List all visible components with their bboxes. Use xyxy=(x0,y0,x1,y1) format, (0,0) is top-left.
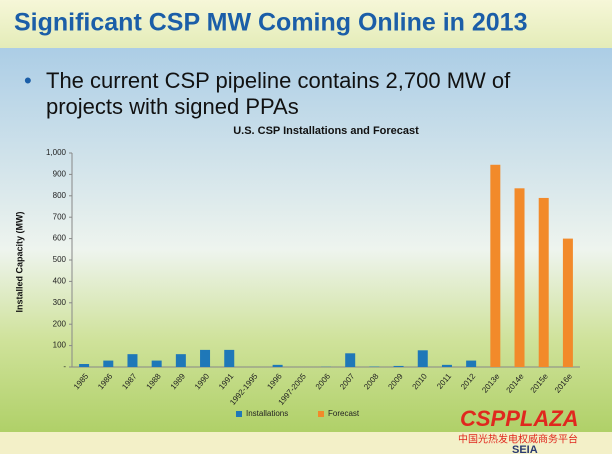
logo: SEIA xyxy=(512,444,538,454)
y-tick-label: 700 xyxy=(53,212,67,221)
bar xyxy=(103,360,114,367)
legend-label: Installations xyxy=(246,409,288,418)
legend-label: Forecast xyxy=(328,409,360,418)
bar xyxy=(224,349,235,367)
y-tick-label: 400 xyxy=(53,277,67,286)
y-tick-label: 600 xyxy=(53,234,67,243)
bar xyxy=(79,364,90,367)
bar xyxy=(175,354,186,367)
y-tick-label: 300 xyxy=(53,298,67,307)
y-tick-label: 500 xyxy=(53,255,67,264)
bar xyxy=(538,197,549,367)
legend-swatch xyxy=(318,411,324,417)
y-tick-label: - xyxy=(63,362,66,371)
bar xyxy=(151,360,162,367)
slide-title: Significant CSP MW Coming Online in 2013 xyxy=(14,9,528,37)
bar xyxy=(127,354,138,367)
bar xyxy=(490,164,501,367)
bar xyxy=(272,364,283,367)
legend-swatch xyxy=(236,411,242,417)
bullet-dot: • xyxy=(24,68,32,93)
y-tick-label: 800 xyxy=(53,191,67,200)
y-tick-label: 200 xyxy=(53,319,67,328)
bar xyxy=(393,365,404,367)
bar xyxy=(466,360,477,367)
y-axis-label: Installed Capacity (MW) xyxy=(14,211,24,312)
bar xyxy=(417,350,428,367)
footer-band xyxy=(0,432,612,454)
y-tick-label: 900 xyxy=(53,170,67,179)
chart-title: U.S. CSP Installations and Forecast xyxy=(233,125,419,137)
bullet-text: The current CSP pipeline contains 2,700 … xyxy=(46,68,511,93)
bar xyxy=(562,238,573,367)
bar xyxy=(514,188,525,367)
bar xyxy=(345,353,356,367)
title-bar xyxy=(0,0,612,48)
bullet-text: projects with signed PPAs xyxy=(46,94,299,119)
y-tick-label: 1,000 xyxy=(46,148,67,157)
bar xyxy=(200,349,211,367)
watermark-tagline: 中国光热发电权威商务平台 xyxy=(458,433,578,446)
watermark-brand: CSPPLAZA xyxy=(460,406,579,431)
bar xyxy=(441,364,452,367)
y-tick-label: 100 xyxy=(53,341,67,350)
